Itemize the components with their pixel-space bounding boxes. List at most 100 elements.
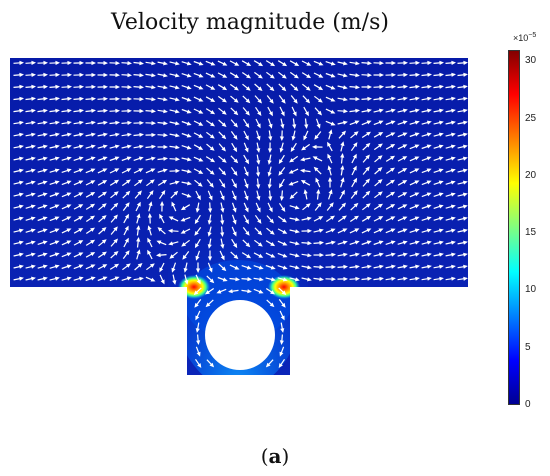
- velocity-arrow-head: [90, 168, 96, 173]
- velocity-arrow-head: [256, 184, 261, 189]
- velocity-arrow-head: [267, 171, 272, 177]
- velocity-arrow-head: [463, 84, 468, 89]
- velocity-arrow-head: [196, 351, 201, 357]
- velocity-arrow-head: [115, 96, 120, 102]
- velocity-arrow-head: [174, 180, 180, 185]
- velocity-arrow-head: [414, 240, 420, 245]
- velocity-arrow-head: [102, 168, 108, 173]
- velocity-arrow-head: [282, 241, 288, 246]
- velocity-arrow-head: [307, 265, 312, 270]
- velocity-arrow-head: [270, 253, 276, 258]
- velocity-arrow-head: [157, 227, 163, 232]
- velocity-arrow-head: [66, 180, 72, 185]
- velocity-arrow-head: [366, 131, 371, 136]
- velocity-arrow-head: [269, 302, 275, 308]
- velocity-arrow-head: [31, 84, 36, 89]
- velocity-arrow-head: [198, 169, 204, 174]
- velocity-arrow-head: [54, 156, 60, 161]
- velocity-arrow-head: [353, 202, 359, 208]
- velocity-arrow-head: [66, 264, 72, 269]
- velocity-arrow-head: [330, 85, 336, 90]
- velocity-arrow-head: [161, 190, 166, 195]
- velocity-arrow-head: [245, 123, 250, 128]
- velocity-arrow-head: [281, 207, 286, 212]
- velocity-arrow-head: [280, 328, 285, 333]
- velocity-arrow-head: [390, 252, 396, 257]
- velocity-arrow-head: [67, 72, 72, 77]
- velocity-arrow-head: [67, 96, 72, 101]
- velocity-arrow-head: [90, 252, 96, 257]
- velocity-arrow-head: [54, 240, 60, 245]
- velocity-arrow-head: [279, 147, 284, 153]
- velocity-arrow-head: [256, 172, 261, 177]
- velocity-arrow-head: [402, 204, 408, 209]
- velocity-arrow-head: [198, 145, 204, 150]
- velocity-arrow-head: [78, 192, 84, 197]
- velocity-arrow-head: [113, 251, 119, 256]
- velocity-arrow-head: [390, 120, 396, 125]
- velocity-arrow-head: [30, 168, 36, 173]
- velocity-arrow-head: [127, 108, 132, 113]
- velocity-arrow-head: [377, 179, 383, 184]
- velocity-arrow-head: [198, 85, 204, 90]
- velocity-arrow-head: [151, 156, 156, 161]
- velocity-arrow-head: [198, 121, 204, 126]
- velocity-arrow-head: [270, 62, 276, 67]
- velocity-arrow-head: [330, 228, 336, 233]
- velocity-arrow-head: [19, 60, 24, 65]
- velocity-arrow-head: [78, 264, 84, 269]
- velocity-arrow-head: [280, 111, 285, 117]
- velocity-arrow-head: [174, 97, 180, 102]
- velocity-arrow-head: [126, 179, 131, 184]
- velocity-arrow-head: [331, 264, 336, 270]
- velocity-arrow-head: [115, 108, 120, 113]
- velocity-arrow-head: [136, 225, 141, 230]
- velocity-arrow-head: [314, 134, 319, 140]
- velocity-arrow-head: [43, 144, 48, 149]
- velocity-arrow-head: [305, 86, 311, 91]
- colorbar-tick-label: 25: [525, 112, 537, 124]
- velocity-arrow-head: [30, 252, 36, 257]
- velocity-arrow-head: [414, 144, 420, 149]
- velocity-arrow-head: [451, 60, 456, 65]
- velocity-arrow-head: [78, 204, 84, 209]
- velocity-arrow-head: [355, 264, 360, 269]
- velocity-arrow-head: [42, 216, 48, 221]
- velocity-arrow-head: [342, 215, 347, 220]
- velocity-arrow-head: [450, 192, 456, 197]
- velocity-arrow-head: [315, 177, 320, 183]
- velocity-arrow-head: [30, 216, 36, 221]
- velocity-arrow-head: [55, 60, 60, 65]
- velocity-arrow-head: [402, 180, 408, 185]
- velocity-arrow-head: [354, 120, 360, 125]
- velocity-arrow-head: [114, 179, 120, 184]
- velocity-arrow-head: [402, 156, 408, 161]
- velocity-arrow-head: [378, 143, 383, 148]
- velocity-arrow-head: [258, 74, 263, 79]
- velocity-arrow-head: [288, 181, 294, 186]
- velocity-arrow-head: [319, 240, 324, 245]
- velocity-arrow-head: [150, 277, 156, 282]
- velocity-arrow-head: [366, 228, 372, 233]
- velocity-arrow-head: [330, 109, 336, 114]
- velocity-arrow-head: [379, 72, 384, 78]
- velocity-arrow-head: [66, 192, 72, 197]
- velocity-arrow-head: [66, 156, 72, 161]
- velocity-arrow-head: [232, 219, 237, 225]
- velocity-arrow-head: [426, 216, 432, 221]
- velocity-arrow-head: [234, 265, 240, 270]
- velocity-arrow-head: [163, 73, 168, 78]
- velocity-arrow-head: [127, 73, 132, 78]
- velocity-arrow-head: [114, 276, 120, 281]
- velocity-arrow-head: [269, 74, 275, 79]
- velocity-arrow-head: [403, 96, 408, 101]
- velocity-arrow-head: [294, 253, 300, 258]
- velocity-arrow-head: [54, 168, 60, 173]
- velocity-arrow-head: [278, 363, 283, 368]
- velocity-arrow-head: [78, 228, 84, 233]
- velocity-arrow-head: [139, 120, 144, 125]
- velocity-arrow-head: [451, 84, 456, 89]
- velocity-arrow-head: [402, 252, 408, 257]
- velocity-arrow-head: [102, 264, 108, 269]
- velocity-arrow-head: [114, 263, 120, 268]
